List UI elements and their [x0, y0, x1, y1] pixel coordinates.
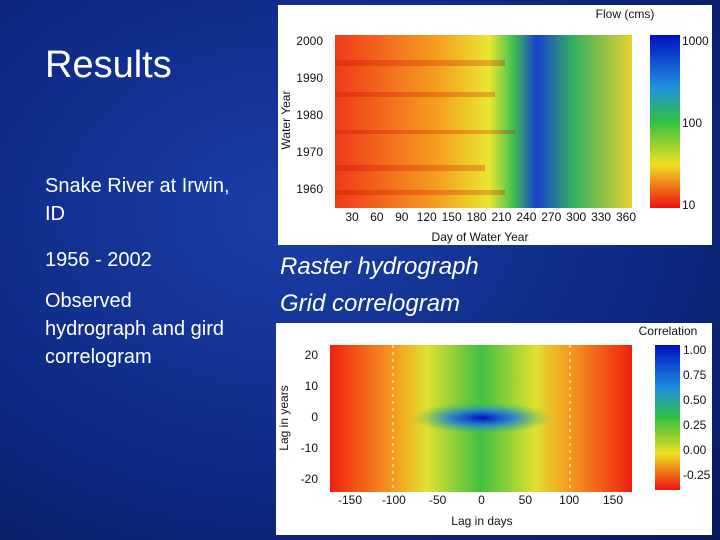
colorbar-tick-label: 0.50 — [683, 393, 707, 407]
colorbar-tick-label: 0.00 — [683, 443, 707, 457]
y-tick-label: 10 — [305, 379, 319, 393]
raster-heatmap — [335, 35, 632, 208]
x-tick-label: -100 — [382, 493, 406, 507]
x-tick-label: 180 — [467, 210, 487, 224]
note: Observed hydrograph and gird correlogram — [45, 290, 225, 368]
colorbar-tick-label: 1000 — [682, 34, 709, 48]
colorbar-tick-label: -0.25 — [683, 468, 711, 482]
y-tick-label: 1980 — [296, 108, 323, 122]
y-tick-label: 20 — [305, 348, 319, 362]
y-tick-label: 1990 — [296, 71, 323, 85]
x-tick-label: 150 — [603, 493, 623, 507]
x-tick-label: 240 — [516, 210, 536, 224]
x-tick-label: 120 — [417, 210, 437, 224]
correlogram-core — [412, 402, 552, 434]
x-tick-label: -150 — [338, 493, 362, 507]
y-tick-label: -20 — [301, 472, 319, 486]
note: Snake River at Irwin, ID — [45, 175, 230, 225]
slide-title: Results — [45, 44, 172, 86]
x-tick-label: 300 — [566, 210, 586, 224]
colorbar-tick-label: 10 — [682, 198, 696, 212]
caption: Grid correlogram — [280, 290, 461, 317]
colorbar — [650, 35, 680, 208]
x-tick-label: 270 — [541, 210, 561, 224]
y-tick-label: 1970 — [296, 145, 323, 159]
colorbar — [655, 345, 680, 490]
y-tick-label: 1960 — [296, 182, 323, 196]
y-tick-label: -10 — [301, 441, 319, 455]
colorbar-title: Flow (cms) — [596, 7, 655, 21]
x-tick-label: -50 — [429, 493, 447, 507]
heatmap-stripes — [335, 60, 515, 195]
colorbar-tick-label: 1.00 — [683, 343, 707, 357]
caption: Raster hydrograph — [280, 253, 479, 280]
x-tick-label: 100 — [559, 493, 579, 507]
x-tick-label: 0 — [478, 493, 485, 507]
x-tick-label: 330 — [591, 210, 611, 224]
note: 1956 - 2002 — [45, 249, 152, 271]
x-tick-label: 60 — [370, 210, 384, 224]
colorbar-title: Correlation — [639, 324, 698, 338]
x-tick-label: 30 — [345, 210, 359, 224]
x-tick-label: 360 — [616, 210, 636, 224]
x-tick-label: 90 — [395, 210, 409, 224]
colorbar-tick-label: 100 — [682, 116, 702, 130]
x-tick-label: 50 — [519, 493, 533, 507]
colorbar-tick-label: 0.75 — [683, 368, 707, 382]
y-axis-label: Water Year — [279, 91, 293, 150]
y-tick-label: 2000 — [296, 34, 323, 48]
x-axis-label: Day of Water Year — [432, 230, 529, 244]
y-tick-label: 0 — [311, 410, 318, 424]
x-tick-label: 150 — [442, 210, 462, 224]
x-axis-label: Lag in days — [451, 514, 512, 528]
colorbar-tick-label: 0.25 — [683, 418, 707, 432]
x-tick-label: 210 — [491, 210, 511, 224]
y-axis-label: Lag in years — [277, 385, 291, 450]
